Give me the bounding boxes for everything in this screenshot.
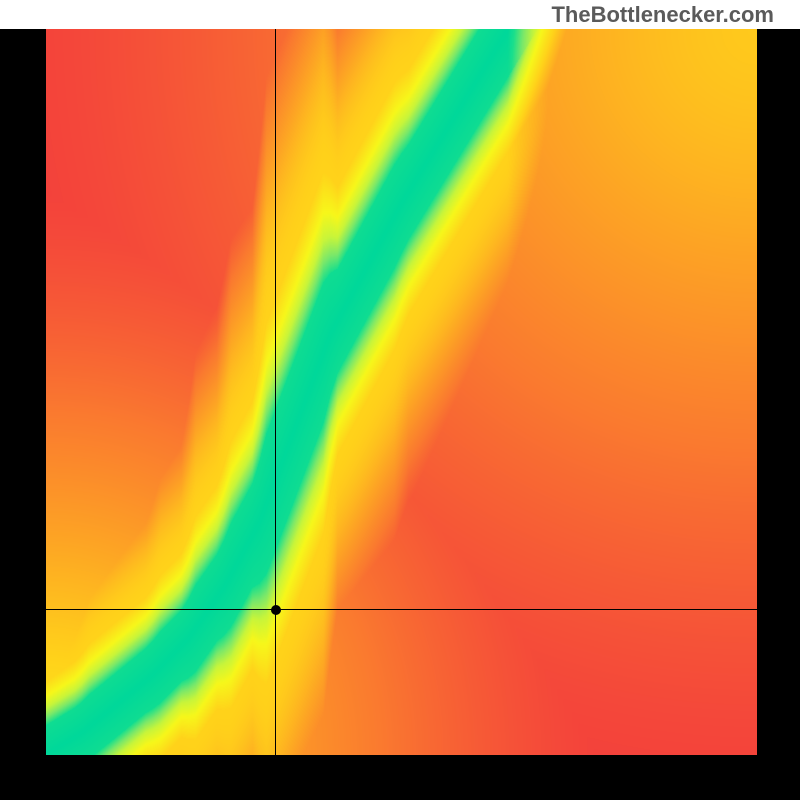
- crosshair-hline: [46, 609, 757, 610]
- attribution-label: TheBottlenecker.com: [551, 2, 774, 28]
- heatmap-plot: [46, 29, 757, 755]
- heatmap-canvas: [46, 29, 757, 755]
- plot-frame: [0, 29, 800, 800]
- crosshair-dot: [271, 605, 281, 615]
- crosshair-vline: [275, 29, 276, 755]
